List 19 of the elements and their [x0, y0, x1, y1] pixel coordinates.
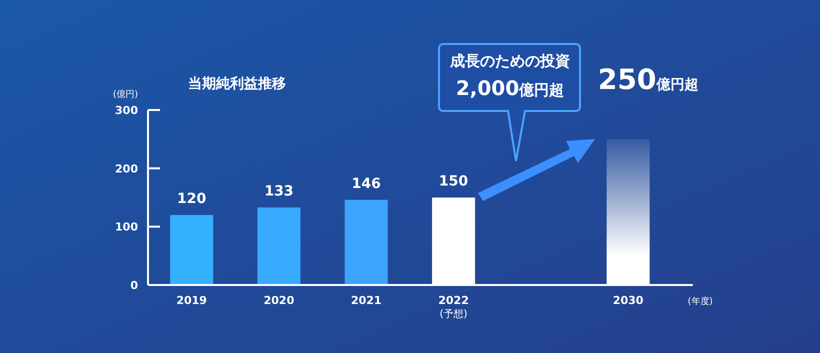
data-label: 250億円超: [598, 63, 698, 96]
x-axis-title: (年度): [688, 296, 713, 307]
data-label: 133: [264, 183, 294, 200]
y-axis-title: (億円): [112, 89, 138, 100]
data-label: 150: [438, 174, 468, 190]
data-label: 120: [177, 191, 207, 207]
y-tick-label: 200: [115, 162, 138, 176]
x-tick-label: 2019: [176, 294, 207, 307]
y-tick-label: 300: [115, 104, 138, 117]
chart-title: 当期純利益推移: [188, 76, 286, 92]
x-tick-label: 2021: [350, 294, 382, 307]
y-tick-label: 100: [115, 220, 138, 234]
text: 2,000億円超: [456, 76, 564, 100]
y-tick-label: 0: [130, 279, 138, 292]
x-tick-label: 2020: [264, 294, 295, 307]
x-tick-label: 2030: [612, 294, 644, 307]
x-tick-label: 2022 (予想): [438, 294, 469, 320]
data-label: 146: [352, 176, 381, 192]
text: 成長のための投資: [449, 52, 570, 70]
